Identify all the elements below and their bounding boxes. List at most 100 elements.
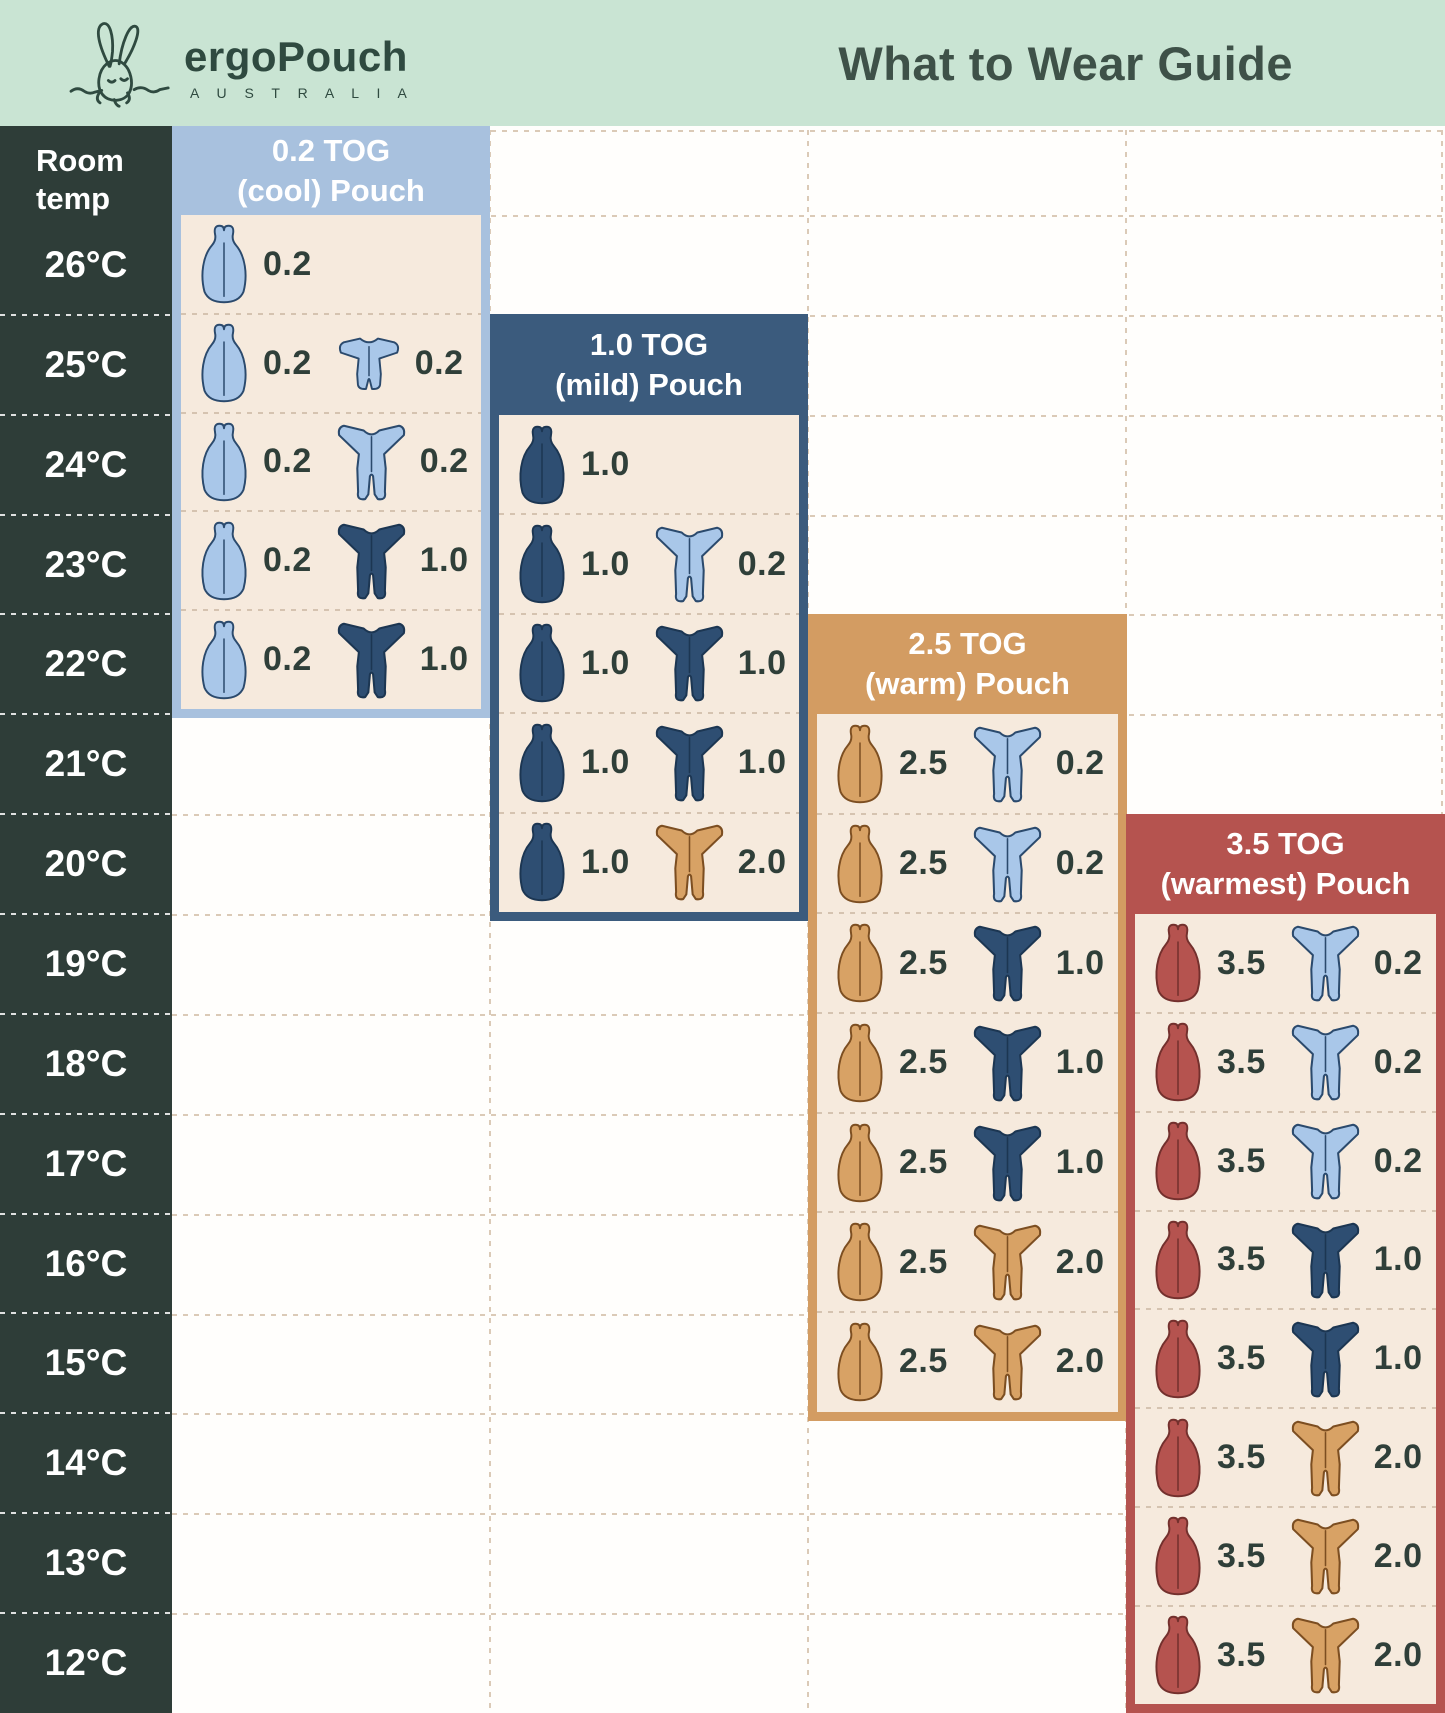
tog-value: 0.2 [1055,844,1105,883]
bunny-logo-icon [69,22,170,108]
brand-name: ergoPouch [184,33,408,80]
panel-title-line: 2.5 TOG [908,626,1027,662]
sleepsuit-icon [968,922,1047,1004]
panel-title-line: (warmest) Pouch [1160,866,1411,901]
tog-value: 2.5 [899,1242,948,1281]
tog-value: 2.5 [899,844,948,883]
pouch-icon [194,519,254,603]
pouch-icon [1148,921,1208,1005]
tog-value: 3.5 [1217,1536,1266,1575]
guide-row-19C: 3.5 0.2 [1135,914,1436,1013]
tog-value: 1.0 [737,643,787,682]
temp-label: 25°C [0,313,172,415]
tog-value: 3.5 [1217,1240,1266,1279]
guide-row-14C: 3.5 2.0 [1135,1407,1436,1507]
guide-row-20C: 2.5 0.2 [817,812,1118,914]
tog-value: 0.2 [1373,1042,1423,1081]
tog-value: 0.2 [1373,1141,1423,1180]
tog-value: 1.0 [1373,1339,1423,1378]
tog-value: 1.0 [1055,1143,1105,1182]
guide-row-12C: 3.5 2.0 [1135,1604,1436,1704]
panel-body: 0.2 0.2 0.2 0.2 0.2 0.2 1.0 0.2 1.0 [181,215,481,709]
tog-value: 1.0 [419,541,469,580]
pouch-icon [830,822,890,906]
guide-row-13C: 3.5 2.0 [1135,1506,1436,1606]
pouch-icon [512,721,572,805]
tog-value: 1.0 [581,544,630,583]
guide-row-18C: 2.5 1.0 [817,1012,1118,1113]
tog-value: 2.0 [737,842,787,881]
panel-body: 3.5 0.2 3.5 0.2 3.5 0.2 3.5 1.0 3.5 1.0 3.5 2.0 3.5 2… [1135,914,1436,1704]
guide-row-22C: 1.0 1.0 [499,612,799,713]
panel-title-line: 3.5 TOG [1226,826,1345,862]
tog-value: 2.0 [1373,1635,1423,1674]
temp-label: 21°C [0,713,172,814]
sleepsuit-icon [968,723,1047,805]
pouch-icon [512,820,572,904]
tog-panel-warmest: 3.5 TOG (warmest) Pouch 3.5 0.2 3.5 0.2 3.5 0.2… [1126,814,1445,1713]
tog-value: 0.2 [263,442,312,481]
sleepsuit-icon [1286,922,1365,1004]
pouch-icon [830,1320,890,1404]
brand-logo: ergoPouch A U S T R A L I A [66,11,414,115]
panel-title-line: (cool) Pouch [237,172,425,208]
sleepsuit-icon [650,821,729,903]
temp-label: 18°C [0,1012,172,1114]
tog-panel-warm: 2.5 TOG (warm) Pouch 2.5 0.2 2.5 0.2 2.5 1.0 2.5… [808,614,1127,1421]
pouch-icon [194,321,254,405]
sleepsuit-icon [1286,1614,1365,1696]
guide-row-24C: 1.0 [499,415,799,514]
guide-row-23C: 1.0 0.2 [499,513,799,613]
tog-value: 1.0 [737,743,787,782]
panel-title-line: 0.2 TOG [271,132,391,168]
guide-row-25C: 0.2 0.2 [181,312,481,413]
panel-body: 1.0 1.0 0.2 1.0 1.0 1.0 1.0 1.0 2.0 [499,415,799,912]
tog-value: 1.0 [1373,1240,1423,1279]
temp-label: 16°C [0,1212,172,1314]
panel-title-line: (warm) Pouch [865,666,1070,701]
sleepsuit-icon [650,722,729,804]
tog-panel-cool: 0.2 TOG (cool) Pouch 0.2 0.2 0.2 0.2 0.2 0.2 1.0… [172,126,490,718]
temp-label: 20°C [0,813,172,914]
temp-label: 17°C [0,1112,172,1214]
tog-value: 2.5 [899,1342,948,1381]
tog-panel-mild: 1.0 TOG (mild) Pouch 1.0 1.0 0.2 1.0 1.0 1.0 1.0… [490,314,808,921]
temp-label: 14°C [0,1412,172,1513]
tog-value: 2.0 [1373,1536,1423,1575]
guide-row-21C: 1.0 1.0 [499,712,799,812]
romper-icon [332,332,406,394]
guide-row-20C: 1.0 2.0 [499,811,799,912]
pouch-icon [512,522,572,606]
tog-value: 3.5 [1217,1141,1266,1180]
sleepsuit-icon [650,622,729,704]
guide-row-19C: 2.5 1.0 [817,912,1118,1013]
tog-value: 3.5 [1217,1339,1266,1378]
guide-row-15C: 2.5 2.0 [817,1311,1118,1412]
pouch-icon [830,1021,890,1105]
sleepsuit-icon [968,1221,1047,1303]
temp-label: 24°C [0,413,172,515]
guide-row-16C: 3.5 1.0 [1135,1209,1436,1310]
sleepsuit-icon [968,1321,1047,1403]
sleepsuit-icon [1286,1515,1365,1597]
pouch-icon [1148,1020,1208,1104]
tog-value: 0.2 [263,541,312,580]
temp-label: 13°C [0,1512,172,1613]
guide-row-24C: 0.2 0.2 [181,411,481,512]
panel-title-line: 1.0 TOG [589,326,709,362]
temp-label: 22°C [0,613,172,714]
pouch-icon [1148,1613,1208,1697]
temp-label: 19°C [0,913,172,1014]
guide-row-18C: 3.5 0.2 [1135,1011,1436,1112]
panel-body: 2.5 0.2 2.5 0.2 2.5 1.0 2.5 1.0 2.5 1.0 2.5 2.0 2.5 2… [817,714,1118,1412]
tog-value: 1.0 [581,842,630,881]
pouch-icon [512,423,572,507]
pouch-icon [1148,1218,1208,1302]
panel-title: 2.5 TOG (warm) Pouch [808,614,1127,714]
tog-value: 2.0 [1373,1438,1423,1477]
tog-value: 3.5 [1217,1438,1266,1477]
brand-header: ergoPouch A U S T R A L I A What to Wear… [0,0,1445,126]
guide-row-21C: 2.5 0.2 [817,714,1118,814]
sleepsuit-icon [1286,1219,1365,1301]
tog-value: 3.5 [1217,1042,1266,1081]
